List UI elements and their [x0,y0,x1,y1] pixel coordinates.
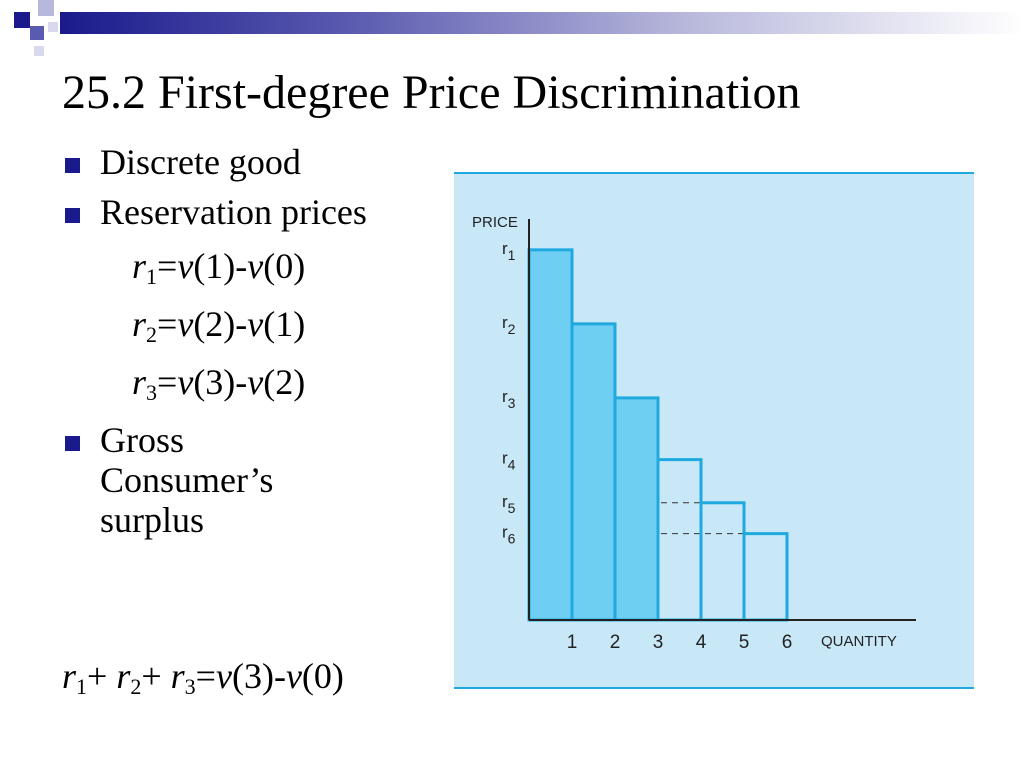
x-tick-label: 5 [739,632,750,653]
eq-arg: (1) [263,304,306,344]
eq-subscript: 3 [146,380,158,405]
bar-3 [613,396,660,622]
eq-op: + [141,656,171,696]
equation-line: r3=v(3)-v(2) [132,362,306,405]
eq-fn: v [247,362,264,402]
eq-fn: v [177,304,194,344]
eq-symbol: r [132,362,147,402]
bullet-text: Reservation prices [100,192,367,232]
bar-6 [742,532,789,622]
bullet-text: Gross Consumer’s surplus [100,420,274,540]
equation-line: r1=v(1)-v(0) [132,246,306,289]
eq-subscript: 1 [76,674,88,699]
corner-square-5 [34,46,44,56]
demand-figure: PRICE r1 r2 r3 r4 r5 r6 1 2 3 4 5 6 QUANTITY [454,172,974,689]
eq-symbol: r [116,656,131,696]
bullet-item: Gross Consumer’s surplus [62,420,360,540]
eq-symbol: r [62,656,77,696]
title-gradient-bar [60,12,1024,34]
eq-arg: (0) [263,246,306,286]
bullet-list: Discrete good Reservation prices r1=v(1)… [62,142,442,550]
eq-op: = [195,656,216,696]
eq-symbol: r [170,656,185,696]
bullet-item: Discrete good [62,142,442,182]
bullet-item: Reservation prices [62,192,442,232]
demand-chart: PRICE r1 r2 r3 r4 r5 r6 1 2 3 4 5 6 QUANTITY [472,214,916,653]
price-label-1: r1 [502,239,516,263]
corner-square-3 [30,26,44,40]
corner-square-2 [38,0,54,16]
bullet-square-icon [65,158,80,173]
slide-title: 25.2 First-degree Price Discrimination [62,66,801,119]
eq-fn: v [247,246,264,286]
bar-2 [570,322,617,622]
eq-fn: v [177,362,194,402]
eq-subscript: 2 [130,674,142,699]
bar-5 [699,501,746,622]
bullet-square-icon [65,208,80,223]
eq-symbol: r [132,246,147,286]
x-tick-label: 1 [567,632,578,653]
x-tick-label: 3 [653,632,664,653]
bar-1 [527,248,574,622]
bullet-text: Discrete good [100,142,301,182]
eq-fn: v [247,304,264,344]
eq-arg: (2) [263,362,306,402]
eq-subscript: 1 [146,264,158,289]
eq-subscript: 3 [184,674,196,699]
bar-4 [656,458,703,622]
eq-arg: (1)- [193,246,248,286]
y-axis-label: PRICE [472,214,518,231]
price-label-5: r5 [502,492,516,516]
eq-arg: (3)- [231,656,286,696]
eq-op: + [87,656,117,696]
eq-arg: (0) [301,656,344,696]
x-tick-label: 4 [696,632,707,653]
eq-arg: (3)- [193,362,248,402]
x-axis-label: QUANTITY [821,633,897,650]
eq-symbol: r [132,304,147,344]
equation-line: r2=v(2)-v(1) [132,304,306,347]
price-label-3: r3 [502,387,516,411]
x-tick-label: 2 [610,632,621,653]
price-label-4: r4 [502,449,516,473]
x-tick-label: 6 [782,632,793,653]
bullet-square-icon [65,436,80,451]
eq-fn: v [215,656,232,696]
corner-square-4 [48,22,58,32]
price-label-6: r6 [502,523,516,547]
surplus-equation: r1+ r2+ r3=v(3)-v(0) [62,654,344,698]
price-label-2: r2 [502,313,516,337]
eq-fn: v [177,246,194,286]
eq-subscript: 2 [146,322,158,347]
eq-arg: (2)- [193,304,248,344]
corner-square-1 [14,12,30,28]
eq-fn: v [285,656,302,696]
